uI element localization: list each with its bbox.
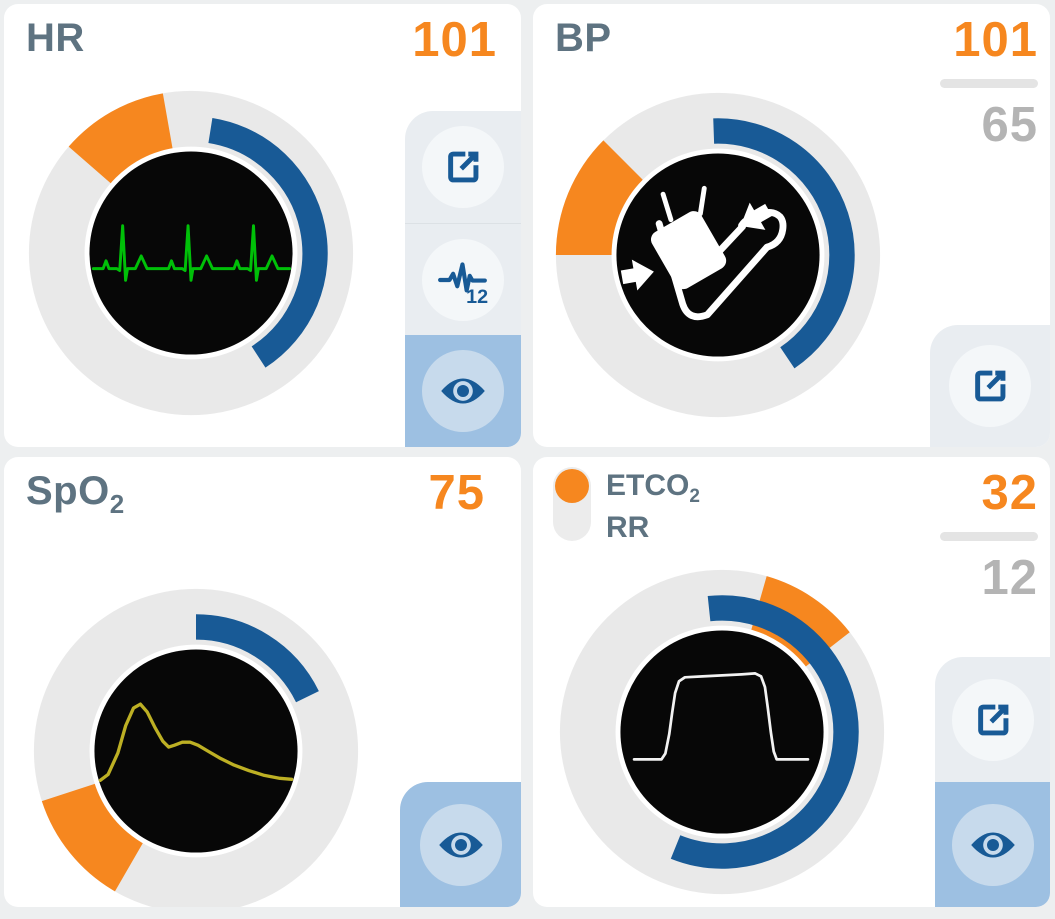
hr-gauge-rings (28, 90, 354, 416)
bp-diastolic-value: 65 (981, 97, 1038, 152)
lead-count-badge: 12 (466, 285, 488, 305)
spo2-visibility-button[interactable] (400, 782, 521, 907)
spo2-gauge[interactable] (30, 585, 362, 907)
ecg-waveform (91, 224, 292, 282)
capnogram-waveform (632, 672, 810, 761)
rr-value: 12 (981, 550, 1038, 605)
etco2-value-divider (940, 531, 1038, 541)
etco2-label: ETCO2 (606, 469, 700, 507)
hr-values: 101 (412, 13, 497, 67)
spo2-button-stack (400, 782, 521, 907)
spo2-values: 75 (428, 466, 485, 520)
etco2-visibility-button[interactable] (935, 782, 1050, 907)
hr-value: 101 (412, 13, 497, 67)
open-in-new-icon (949, 345, 1031, 427)
range-arc (208, 117, 328, 368)
etco2-values: 32 12 (940, 466, 1038, 605)
scope-screen (94, 649, 298, 853)
bp-cuff-icon (620, 185, 787, 321)
toggle-labels: ETCO2 RR (606, 467, 700, 546)
open-in-new-icon (422, 126, 504, 208)
bp-button-stack (930, 325, 1050, 447)
etco2-card: ETCO2 RR 32 12 (533, 457, 1050, 907)
bp-systolic-value: 101 (953, 13, 1038, 67)
alarm-wedge (68, 93, 173, 185)
etco2-value: 32 (981, 466, 1038, 520)
hr-gauge[interactable] (25, 87, 357, 419)
etco2-expand-button[interactable] (935, 657, 1050, 782)
eye-icon (951, 803, 1034, 886)
hr-button-stack: 12 (405, 111, 521, 447)
hr-expand-button[interactable] (405, 111, 521, 223)
bp-expand-button[interactable] (930, 325, 1050, 447)
etco2-button-stack (935, 657, 1050, 907)
eye-icon (422, 350, 504, 432)
rr-label: RR (606, 510, 650, 544)
range-arc (713, 118, 855, 369)
alarm-wedge (41, 783, 144, 892)
etco2-rr-toggle[interactable] (553, 467, 591, 541)
etco2-gauge[interactable] (556, 566, 888, 898)
bp-values: 101 65 (940, 13, 1038, 152)
open-in-new-icon (951, 678, 1034, 761)
etco2-rr-header: ETCO2 RR (553, 467, 700, 546)
spo2-card: SpO2 75 (4, 457, 521, 907)
range-arc (670, 595, 859, 869)
waveform-12-icon: 12 (422, 238, 504, 321)
spo2-label: SpO2 (26, 469, 125, 519)
hr-card: HR 101 12 (4, 4, 521, 447)
hr-12-lead-button[interactable]: 12 (405, 223, 521, 335)
toggle-selected-dot (555, 469, 589, 503)
bp-card: BP 101 65 (533, 4, 1050, 447)
range-arc (195, 614, 319, 703)
vitals-grid: HR 101 12 (4, 4, 1050, 907)
hr-label: HR (26, 16, 85, 60)
hr-visibility-button[interactable] (405, 335, 521, 447)
bp-gauge[interactable] (552, 89, 884, 421)
alarm-wedge (555, 140, 645, 255)
bp-label: BP (555, 16, 612, 60)
pleth-waveform (98, 702, 294, 782)
etco2-gauge-rings (559, 569, 885, 895)
scope-screen (620, 630, 824, 834)
eye-icon (419, 803, 502, 886)
spo2-value: 75 (428, 466, 485, 520)
spo2-gauge-rings (33, 588, 359, 907)
bp-value-divider (940, 78, 1038, 88)
